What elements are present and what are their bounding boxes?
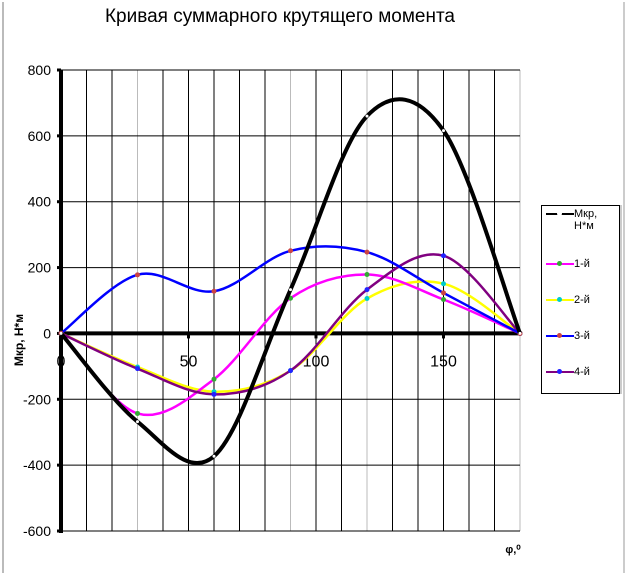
legend-swatch <box>546 258 574 270</box>
legend-swatch <box>546 366 574 378</box>
data-point <box>364 249 370 255</box>
y-tick-label: -600 <box>23 523 51 539</box>
y-tick-label: -400 <box>23 457 51 473</box>
x-tick-label: 0 <box>57 353 66 370</box>
y-tick-label: 600 <box>28 128 52 144</box>
legend-item: 4-й <box>546 366 614 378</box>
legend-label: 3-й <box>574 330 590 342</box>
data-point <box>212 454 216 458</box>
series-line <box>59 97 522 465</box>
legend-label: Мкр, Н*м <box>574 208 598 232</box>
data-point <box>135 410 140 416</box>
data-point <box>59 331 63 335</box>
y-tick-label: 800 <box>28 62 52 78</box>
series-1 <box>59 97 522 465</box>
x-tick-label: 50 <box>180 353 198 370</box>
data-point <box>518 331 522 335</box>
data-point <box>441 297 446 303</box>
data-point <box>364 287 370 293</box>
data-point <box>135 366 140 372</box>
legend-label: 1-й <box>574 258 590 270</box>
x-tick-label: 150 <box>430 353 457 370</box>
data-point <box>288 248 293 254</box>
data-point <box>441 253 446 259</box>
data-point <box>364 271 370 277</box>
y-tick-label: -200 <box>23 391 51 407</box>
data-point <box>441 281 446 287</box>
data-point <box>135 272 140 278</box>
y-tick-label: 400 <box>28 194 52 210</box>
y-tick-label: 0 <box>43 325 51 341</box>
data-point <box>136 420 139 424</box>
legend-label: 2-й <box>574 294 590 306</box>
data-point <box>288 368 293 374</box>
legend-swatch <box>546 294 574 306</box>
legend-item: 2-й <box>546 294 614 306</box>
data-point <box>442 129 445 133</box>
data-point <box>364 296 370 302</box>
legend-item: 3-й <box>546 330 614 342</box>
legend-swatch <box>546 330 574 342</box>
data-point <box>211 391 217 397</box>
chart-title: Кривая суммарного крутящего момента <box>104 6 456 27</box>
data-point <box>365 114 369 118</box>
legend-label: 4-й <box>574 366 590 378</box>
x-tick-label: 100 <box>303 353 330 370</box>
y-axis-label: Мкр, Н*м <box>12 314 26 366</box>
data-point <box>211 376 217 382</box>
data-point <box>441 290 446 296</box>
data-point <box>211 288 217 294</box>
y-tick-label: 200 <box>28 260 52 276</box>
data-point <box>289 288 292 292</box>
legend-item: Мкр, Н*м <box>546 208 618 232</box>
legend: Мкр, Н*м 1-й 2-й 3-й 4-й <box>541 205 620 394</box>
legend-item: 1-й <box>546 258 614 270</box>
x-axis-label: φ,⁰ <box>505 544 521 556</box>
legend-swatch <box>546 208 574 220</box>
